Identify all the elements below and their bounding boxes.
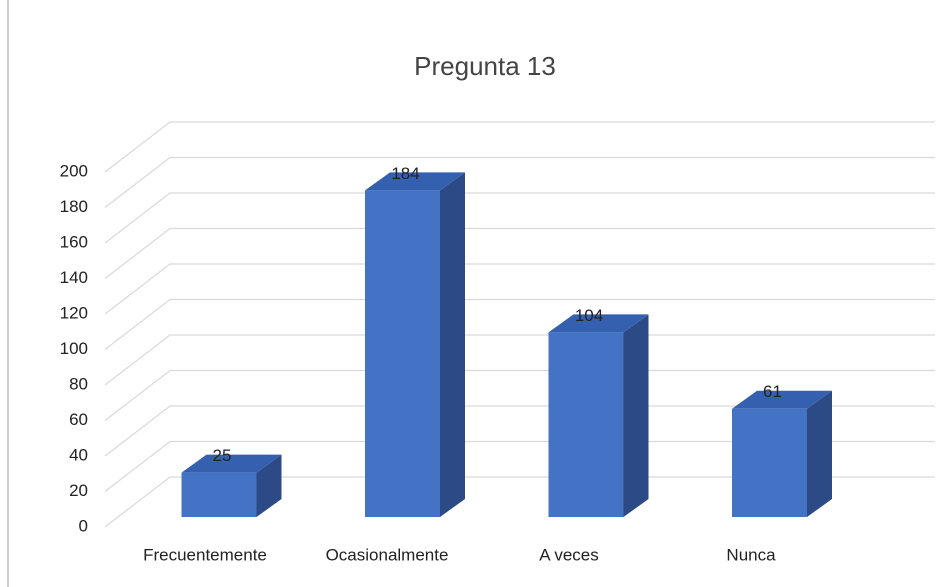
y-tick-label: 140 (60, 268, 88, 287)
y-tick-label: 100 (60, 339, 88, 358)
bar-side (623, 314, 649, 517)
bar-front (548, 332, 624, 517)
grid-line (104, 227, 935, 279)
grid-line (104, 298, 935, 350)
y-tick-label: 80 (69, 374, 88, 393)
bar (181, 454, 282, 517)
y-tick-label: 0 (79, 516, 88, 535)
grid-line (104, 369, 935, 421)
value-label: 184 (391, 164, 419, 183)
grid-line (104, 334, 935, 386)
bar-front (732, 408, 807, 517)
bar (548, 314, 649, 517)
grid-line (104, 156, 935, 208)
grid-line (104, 440, 935, 492)
value-label: 104 (575, 306, 603, 325)
x-tick-label: Nunca (726, 545, 776, 564)
bar-top (365, 172, 465, 191)
grid-line (104, 405, 935, 457)
y-tick-label: 60 (69, 410, 88, 429)
bar-front (181, 472, 257, 517)
grid-line (104, 192, 935, 244)
x-tick-label: Frecuentemente (143, 545, 267, 564)
bar-side (440, 172, 465, 517)
bar-top (181, 454, 282, 473)
value-label: 61 (763, 382, 782, 401)
bar-top (548, 314, 649, 333)
bar-top (732, 390, 832, 409)
grid-line (104, 476, 935, 528)
y-tick-label: 120 (60, 303, 88, 322)
bar-front (365, 190, 440, 517)
grid-line (104, 263, 935, 315)
bar-side (256, 454, 282, 517)
y-tick-label: 160 (60, 232, 88, 251)
grid-line (104, 121, 935, 173)
x-tick-label: A veces (539, 545, 599, 564)
y-tick-label: 40 (69, 445, 88, 464)
bar (732, 390, 832, 517)
bar-side (807, 390, 832, 517)
y-tick-label: 200 (60, 161, 88, 180)
y-tick-label: 20 (69, 481, 88, 500)
y-tick-label: 180 (60, 197, 88, 216)
value-label: 25 (213, 446, 232, 465)
chart-title: Pregunta 13 (414, 51, 556, 81)
bar (365, 172, 465, 517)
x-tick-label: Ocasionalmente (326, 545, 449, 564)
